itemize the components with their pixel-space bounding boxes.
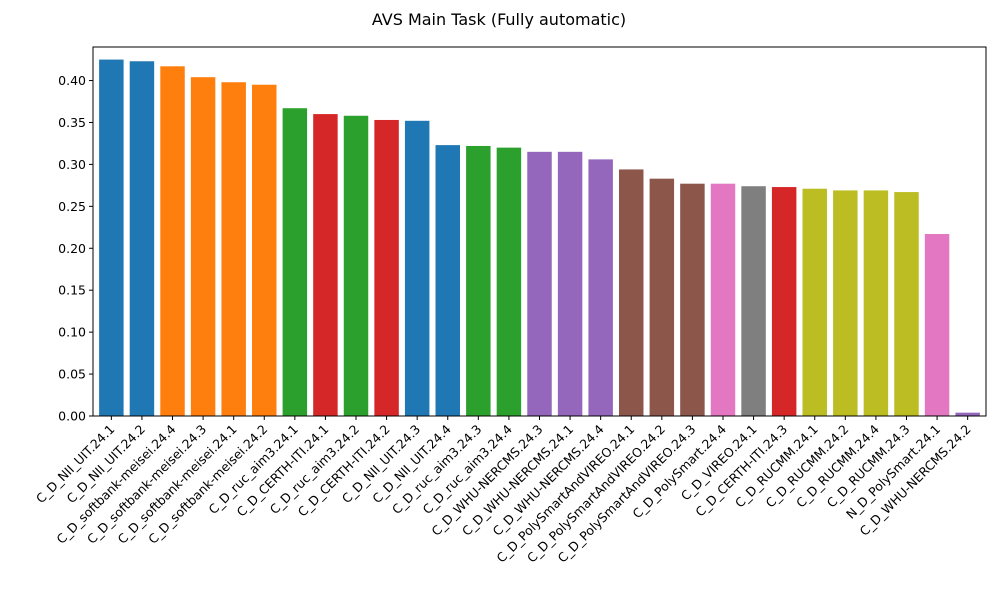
chart-title: AVS Main Task (Fully automatic) bbox=[372, 10, 626, 29]
x-axis: C_D_NII_UIT.24.1C_D_NII_UIT.24.2C_D_soft… bbox=[33, 416, 974, 566]
bar-C_D_NII_UIT.24.3 bbox=[404, 120, 430, 417]
bar-C_D_softbank-meisei.24.3 bbox=[190, 77, 216, 416]
bar-C_D_NII_UIT.24.2 bbox=[129, 61, 155, 416]
bar-C_D_softbank-meisei.24.2 bbox=[252, 84, 277, 417]
y-tick-label: 0.40 bbox=[58, 73, 86, 88]
bar-C_D_CERTH-ITI.24.2 bbox=[374, 119, 399, 417]
y-tick-label: 0.10 bbox=[58, 325, 86, 340]
bar-C_D_ruc_aim3.24.3 bbox=[466, 145, 491, 416]
bar-C_D_ruc_aim3.24.4 bbox=[496, 147, 522, 416]
y-tick-label: 0.30 bbox=[58, 157, 86, 172]
bar-C_D_WHU-NERCMS.24.3 bbox=[527, 151, 552, 416]
y-tick-label: 0.20 bbox=[58, 241, 86, 256]
y-tick-label: 0.15 bbox=[58, 283, 86, 298]
bar-C_D_ruc_aim3.24.2 bbox=[343, 115, 369, 417]
bars-group bbox=[99, 59, 980, 417]
bar-C_D_WHU-NERCMS.24.1 bbox=[557, 151, 583, 416]
bar-C_D_WHU-NERCMS.24.4 bbox=[588, 159, 613, 416]
bar-C_D_WHU-NERCMS.24.2 bbox=[955, 412, 980, 416]
bar-C_D_PolySmartAndVIREO.24.2 bbox=[649, 178, 675, 416]
bar-C_D_NII_UIT.24.4 bbox=[435, 145, 460, 416]
y-tick-label: 0.00 bbox=[58, 409, 86, 424]
bar-C_D_RUCMM.24.3 bbox=[894, 192, 919, 416]
y-tick-label: 0.05 bbox=[58, 367, 86, 382]
bar-C_D_ruc_aim3.24.1 bbox=[282, 108, 308, 416]
y-tick-label: 0.35 bbox=[58, 115, 86, 130]
bar-C_D_PolySmartAndVIREO.24.1 bbox=[619, 169, 644, 416]
bar-C_D_RUCMM.24.1 bbox=[802, 188, 827, 416]
bar-C_D_PolySmartAndVIREO.24.3 bbox=[680, 183, 705, 416]
plot-frame bbox=[92, 46, 987, 417]
bar-C_D_RUCMM.24.4 bbox=[863, 190, 889, 416]
y-axis: 0.00 0.05 0.10 0.15 0.20 0.25 0.30 0.35 0.40 bbox=[58, 73, 93, 424]
y-tick-label: 0.25 bbox=[58, 199, 86, 214]
bar-N_D_PolySmart.24.1 bbox=[924, 234, 950, 416]
bar-C_D_NII_UIT.24.1 bbox=[99, 59, 124, 416]
bar-C_D_RUCMM.24.2 bbox=[833, 190, 858, 416]
bar-C_D_softbank-meisei.24.1 bbox=[221, 82, 246, 416]
bar-C_D_VIREO.24.1 bbox=[741, 186, 766, 416]
bar-C_D_softbank-meisei.24.4 bbox=[160, 66, 185, 416]
bar-C_D_PolySmart.24.4 bbox=[710, 183, 736, 416]
bar-C_D_CERTH-ITI.24.3 bbox=[771, 187, 797, 416]
bar-C_D_CERTH-ITI.24.1 bbox=[313, 114, 338, 416]
